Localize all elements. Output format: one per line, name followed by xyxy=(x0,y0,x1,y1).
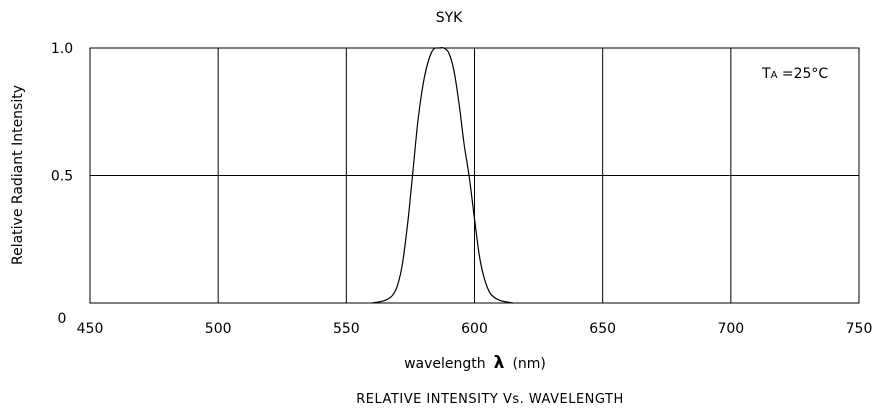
plot-frame xyxy=(89,47,860,304)
annotation-subscript: A xyxy=(771,70,778,81)
x-tick-label: 700 xyxy=(717,321,744,337)
vertical-grid xyxy=(217,48,732,303)
x-tick-label: 650 xyxy=(589,321,616,337)
x-tick-labels: 450 500 550 600 650 700 750 xyxy=(77,321,873,337)
x-tick-label: 500 xyxy=(205,321,232,337)
annotation-rest: =25°C xyxy=(777,66,828,82)
series-line xyxy=(371,46,514,304)
chart-title: SYK xyxy=(436,10,463,26)
x-tick-label: 750 xyxy=(846,321,873,337)
annotation: TA =25°C xyxy=(761,66,828,82)
x-tick-label: 450 xyxy=(77,321,104,337)
annotation-main: T xyxy=(761,66,771,82)
y-tick-label: 0 xyxy=(58,311,67,327)
x-axis-label-prefix: wavelength xyxy=(404,356,486,372)
x-tick-label: 550 xyxy=(333,321,360,337)
chart-caption: RELATIVE INTENSITY Vs. WAVELENGTH xyxy=(356,392,623,407)
y-axis-label: Relative Radiant Intensity xyxy=(10,85,26,265)
y-tick-labels: 0 0.5 1.0 xyxy=(51,41,73,327)
y-tick-label: 0.5 xyxy=(51,169,73,185)
x-axis-label-symbol: λ xyxy=(494,353,505,373)
x-tick-label: 600 xyxy=(461,321,488,337)
x-axis-label-unit: (nm) xyxy=(512,356,545,372)
x-axis-label: wavelength λ (nm) xyxy=(404,353,546,373)
y-tick-label: 1.0 xyxy=(51,41,73,57)
